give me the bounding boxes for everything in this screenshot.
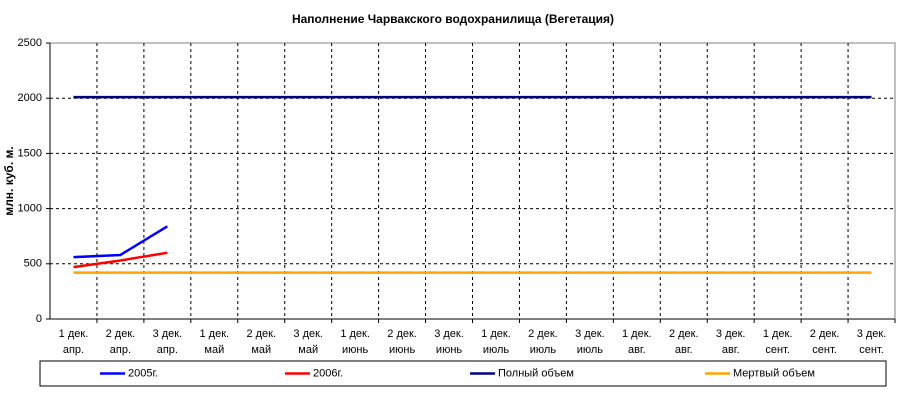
x-tick-label-line: 3 дек. [434, 328, 464, 340]
x-tick-label-line: апр. [63, 344, 84, 356]
y-tick-label: 0 [36, 313, 42, 325]
x-tick-label-line: 2 дек. [528, 328, 558, 340]
x-tick-label-line: 1 дек. [481, 328, 511, 340]
x-tick-label: 1 дек. сент. [763, 328, 793, 356]
legend-label: Мертвый объем [733, 367, 815, 379]
x-tick-label-line: 2 дек. [106, 328, 136, 340]
x-tick-label: 1 дек. июль [481, 328, 511, 356]
x-tick-label: 1 дек. май [200, 328, 230, 356]
x-tick-label-line: 1 дек. [622, 328, 652, 340]
x-tick-label-line: сент. [812, 344, 837, 356]
y-tick-label: 1000 [18, 203, 42, 215]
x-tick-label: 2 дек. апр. [106, 328, 136, 356]
y-tick-label: 2500 [18, 37, 42, 49]
x-tick-label: 3 дек. май [293, 328, 323, 356]
legend-box [39, 360, 887, 387]
x-tick-label: 3 дек. сент. [857, 328, 887, 356]
x-tick-label: 3 дек. апр. [153, 328, 183, 356]
y-tick-label: 2000 [18, 92, 42, 104]
x-tick-label: 1 дек. авг. [622, 328, 652, 356]
series-line [73, 251, 168, 269]
x-tick-label-line: 2 дек. [810, 328, 840, 340]
chart-title: Наполнение Чарвакского водохранилища (Ве… [292, 12, 614, 26]
x-tick-label: 1 дек. июнь [340, 328, 370, 356]
x-tick-label: 2 дек. июнь [387, 328, 417, 356]
x-tick-label-line: апр. [157, 344, 178, 356]
x-tick-label-line: 3 дек. [857, 328, 887, 340]
x-tick-label-line: 3 дек. [575, 328, 605, 340]
x-tick-label-line: июнь [342, 344, 368, 356]
x-tick-label-line: май [298, 344, 318, 356]
x-tick-label-line: 1 дек. [59, 328, 89, 340]
x-tick-label-line: сент. [859, 344, 884, 356]
x-tick-label: 1 дек. апр. [59, 328, 89, 356]
legend-label: Полный объем [498, 367, 574, 379]
x-tick-label: 2 дек. авг. [669, 328, 699, 356]
y-tick-label: 1500 [18, 147, 42, 159]
x-tick-label-line: июль [577, 344, 604, 356]
x-tick-label: 3 дек. авг. [716, 328, 746, 356]
x-tick-label: 3 дек. июль [575, 328, 605, 356]
y-tick-label: 500 [24, 258, 42, 270]
x-tick-label-line: 1 дек. [763, 328, 793, 340]
x-tick-label-line: июнь [436, 344, 462, 356]
x-tick-label: 2 дек. сент. [810, 328, 840, 356]
series-line [73, 225, 169, 259]
x-tick-label-line: май [251, 344, 271, 356]
x-tick-label-line: апр. [110, 344, 131, 356]
x-tick-label-line: 3 дек. [293, 328, 323, 340]
x-tick-label: 3 дек. июнь [434, 328, 464, 356]
x-tick-label-line: сент. [765, 344, 790, 356]
x-tick-label-line: июль [483, 344, 510, 356]
x-tick-label-line: 2 дек. [387, 328, 417, 340]
x-tick-label-line: 2 дек. [669, 328, 699, 340]
legend-label: 2006г. [313, 367, 343, 379]
x-tick-label: 2 дек. июль [528, 328, 558, 356]
x-tick-label-line: авг. [628, 344, 646, 356]
x-tick-label-line: 2 дек. [246, 328, 276, 340]
x-tick-label-line: авг. [722, 344, 740, 356]
x-tick-label-line: июль [530, 344, 557, 356]
x-tick-label: 2 дек. май [246, 328, 276, 356]
x-tick-label-line: май [204, 344, 224, 356]
legend-label: 2005г. [128, 367, 158, 379]
x-tick-label-line: авг. [675, 344, 693, 356]
x-tick-label-line: 3 дек. [153, 328, 183, 340]
x-tick-label-line: 3 дек. [716, 328, 746, 340]
x-tick-label-line: июнь [389, 344, 415, 356]
x-tick-label-line: 1 дек. [340, 328, 370, 340]
x-tick-label-line: 1 дек. [200, 328, 230, 340]
y-axis-label: млн. куб. м. [2, 146, 16, 215]
